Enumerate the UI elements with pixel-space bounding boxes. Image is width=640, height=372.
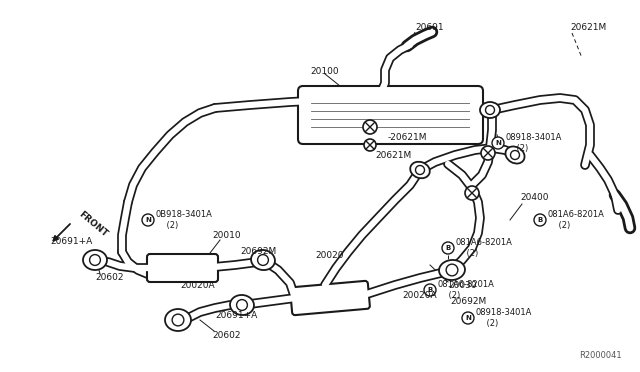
Text: -20621M: -20621M bbox=[388, 132, 428, 141]
FancyBboxPatch shape bbox=[290, 281, 370, 315]
Text: 20010: 20010 bbox=[212, 231, 241, 240]
Ellipse shape bbox=[251, 250, 275, 270]
Text: 20692M: 20692M bbox=[240, 247, 276, 257]
Ellipse shape bbox=[410, 162, 430, 178]
Text: 0B918-3401A
    (2): 0B918-3401A (2) bbox=[156, 210, 213, 230]
Circle shape bbox=[486, 106, 495, 115]
Circle shape bbox=[172, 314, 184, 326]
Circle shape bbox=[492, 137, 504, 149]
Text: 20691: 20691 bbox=[415, 23, 444, 32]
Text: 081A6-8201A
    (2): 081A6-8201A (2) bbox=[438, 280, 495, 300]
Ellipse shape bbox=[439, 260, 465, 280]
Text: 08918-3401A
    (2): 08918-3401A (2) bbox=[506, 133, 563, 153]
Circle shape bbox=[511, 151, 520, 160]
Text: 20030: 20030 bbox=[448, 282, 477, 291]
Text: N: N bbox=[465, 315, 471, 321]
Text: 20020A: 20020A bbox=[402, 291, 436, 299]
FancyBboxPatch shape bbox=[147, 254, 218, 282]
Text: N: N bbox=[495, 140, 501, 146]
Circle shape bbox=[446, 264, 458, 276]
Circle shape bbox=[90, 254, 100, 265]
Text: 20621M: 20621M bbox=[570, 23, 606, 32]
Circle shape bbox=[258, 254, 268, 265]
Circle shape bbox=[363, 120, 377, 134]
Circle shape bbox=[481, 146, 495, 160]
Ellipse shape bbox=[83, 250, 107, 270]
Text: FRONT: FRONT bbox=[77, 210, 109, 239]
Text: 20400: 20400 bbox=[520, 193, 548, 202]
Circle shape bbox=[465, 186, 479, 200]
Circle shape bbox=[442, 242, 454, 254]
Text: 20602: 20602 bbox=[212, 330, 241, 340]
Ellipse shape bbox=[165, 309, 191, 331]
Circle shape bbox=[237, 299, 248, 310]
Text: N: N bbox=[145, 217, 151, 223]
Text: B: B bbox=[428, 287, 433, 293]
Text: 20100: 20100 bbox=[310, 67, 339, 77]
Text: B: B bbox=[538, 217, 543, 223]
Text: 20691+A: 20691+A bbox=[50, 237, 92, 247]
Text: R2000041: R2000041 bbox=[579, 351, 622, 360]
Circle shape bbox=[364, 139, 376, 151]
Ellipse shape bbox=[480, 102, 500, 118]
Circle shape bbox=[415, 166, 424, 174]
Ellipse shape bbox=[506, 147, 525, 164]
Ellipse shape bbox=[230, 295, 254, 315]
Text: B: B bbox=[445, 245, 451, 251]
Text: 20691+A: 20691+A bbox=[215, 311, 257, 320]
Circle shape bbox=[424, 284, 436, 296]
Text: 081A6-8201A
    (2): 081A6-8201A (2) bbox=[548, 210, 605, 230]
FancyBboxPatch shape bbox=[298, 86, 483, 144]
Text: 081A6-8201A
    (2): 081A6-8201A (2) bbox=[456, 238, 513, 258]
Text: 20602: 20602 bbox=[95, 273, 124, 282]
Text: 20020A: 20020A bbox=[180, 280, 214, 289]
Circle shape bbox=[142, 214, 154, 226]
Circle shape bbox=[534, 214, 546, 226]
Text: 08918-3401A
    (2): 08918-3401A (2) bbox=[476, 308, 532, 328]
Circle shape bbox=[462, 312, 474, 324]
Text: 20692M: 20692M bbox=[450, 298, 486, 307]
Text: 20621M: 20621M bbox=[375, 151, 412, 160]
Text: 20020: 20020 bbox=[315, 250, 344, 260]
